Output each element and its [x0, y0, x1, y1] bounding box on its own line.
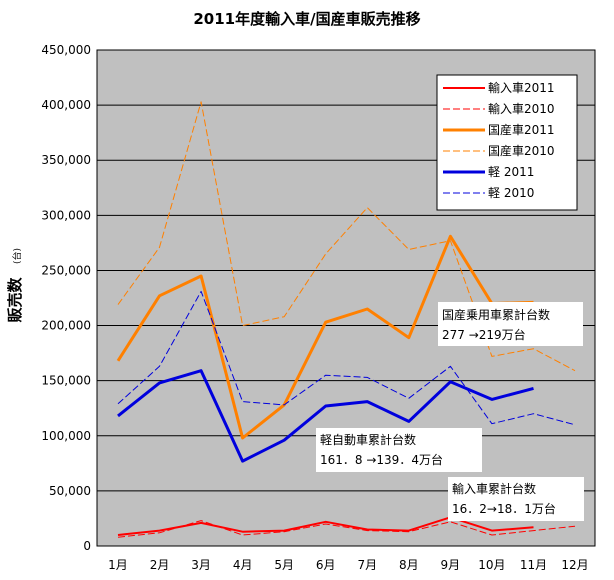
y-axis-ticks: 0 50,000 100,000 150,000 200,000 250,000 300,0… — [41, 43, 91, 553]
x-tick-label: 10月 — [478, 558, 505, 572]
y-tick-label: 50,000 — [49, 484, 91, 498]
x-tick-label: 6月 — [316, 558, 336, 572]
legend-label: 軽 2010 — [488, 186, 534, 200]
x-tick-label: 8月 — [399, 558, 419, 572]
series-group — [116, 101, 576, 538]
annotation-kei-box — [316, 428, 482, 472]
annotation-domestic-line2: 277 →219万台 — [442, 327, 526, 342]
y-tick-label: 300,000 — [41, 208, 91, 222]
x-tick-label: 12月 — [561, 558, 588, 572]
y-tick-label: 0 — [83, 539, 91, 553]
x-tick-label: 4月 — [233, 558, 253, 572]
x-tick-label: 11月 — [520, 558, 547, 572]
legend-box — [436, 74, 578, 211]
legend-label: 国産車2011 — [488, 122, 555, 137]
annotation-import-box — [448, 477, 584, 521]
y-tick-label: 100,000 — [41, 429, 91, 443]
legend: 輸入車2011 輸入車2010 国産車2011 国産車2010 軽 2011 軽 2010 — [436, 74, 578, 211]
y-tick-label: 200,000 — [41, 319, 91, 333]
series-line — [117, 290, 576, 426]
x-tick-label: 5月 — [274, 558, 294, 572]
x-tick-label: 9月 — [441, 558, 461, 572]
series-line — [117, 369, 534, 463]
annotation-kei-line1: 軽自動車累計台数 — [320, 432, 416, 447]
y-tick-label: 350,000 — [41, 153, 91, 167]
y-tick-label: 450,000 — [41, 43, 91, 57]
legend-label: 輸入車2010 — [488, 101, 555, 116]
y-axis-label: 販売数 — [6, 277, 24, 323]
annotation-import-line1: 輸入車累計台数 — [452, 481, 536, 496]
annotation-domestic-box — [438, 302, 583, 346]
chart-title: 2011年度輸入車/国産車販売推移 — [193, 10, 421, 28]
x-tick-label: 3月 — [191, 558, 211, 572]
annotation-import: 輸入車累計台数 16．2→18．1万台 — [448, 477, 584, 521]
annotation-domestic: 国産乗用車累計台数 277 →219万台 — [438, 302, 583, 346]
legend-label: 軽 2011 — [488, 165, 534, 179]
y-tick-label: 400,000 — [41, 98, 91, 112]
series-line — [116, 234, 534, 440]
annotation-import-line2: 16．2→18．1万台 — [452, 501, 556, 516]
x-axis-ticks: 1月 2月 3月 4月 5月 6月 7月 8月 9月 10月 11月 12月 — [108, 558, 588, 572]
x-tick-label: 1月 — [108, 558, 128, 572]
y-axis-unit: (台) — [11, 248, 23, 264]
y-tick-label: 150,000 — [41, 374, 91, 388]
x-tick-label: 7月 — [357, 558, 377, 572]
series-line — [117, 516, 534, 536]
legend-label: 輸入車2011 — [488, 80, 555, 95]
annotation-kei-line2: 161．8 →139．4万台 — [320, 452, 443, 467]
annotation-kei: 軽自動車累計台数 161．8 →139．4万台 — [316, 428, 482, 472]
series-line — [117, 520, 576, 538]
legend-label: 国産車2010 — [488, 143, 555, 158]
annotation-domestic-line1: 国産乗用車累計台数 — [442, 307, 550, 322]
series-line — [117, 101, 576, 372]
x-tick-label: 2月 — [150, 558, 170, 572]
y-tick-label: 250,000 — [41, 263, 91, 277]
